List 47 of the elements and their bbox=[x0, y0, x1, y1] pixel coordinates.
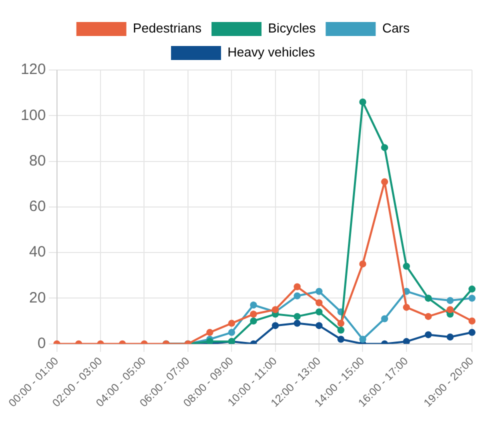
point bbox=[359, 260, 366, 268]
y-tick-label: 20 bbox=[29, 289, 46, 306]
point bbox=[250, 302, 257, 309]
point bbox=[316, 299, 323, 306]
point bbox=[446, 296, 454, 304]
y-tick-label: 40 bbox=[29, 244, 46, 261]
point bbox=[446, 333, 454, 340]
point bbox=[228, 320, 236, 327]
point bbox=[206, 328, 214, 336]
y-tick-label: 0 bbox=[37, 334, 46, 352]
point bbox=[402, 262, 410, 270]
point bbox=[359, 336, 366, 343]
point bbox=[359, 98, 366, 106]
point bbox=[381, 315, 388, 322]
legend-label: Cars bbox=[382, 20, 410, 36]
point bbox=[316, 322, 323, 330]
point bbox=[424, 312, 432, 320]
point bbox=[272, 322, 279, 330]
point bbox=[250, 310, 257, 318]
y-tick-label: 60 bbox=[29, 198, 46, 216]
point bbox=[250, 318, 257, 325]
y-tick-label: 120 bbox=[20, 61, 46, 78]
point bbox=[468, 294, 476, 302]
point bbox=[294, 320, 301, 327]
point bbox=[468, 318, 476, 325]
point bbox=[294, 292, 301, 300]
point bbox=[468, 328, 476, 336]
point bbox=[424, 331, 432, 338]
point bbox=[381, 144, 388, 152]
point bbox=[316, 308, 323, 316]
legend-label: Bicycles bbox=[268, 20, 316, 36]
point bbox=[337, 326, 344, 334]
y-tick-label: 100 bbox=[20, 106, 46, 124]
point bbox=[337, 320, 344, 327]
point bbox=[446, 306, 454, 314]
point bbox=[468, 286, 476, 293]
y-tick-label: 80 bbox=[29, 152, 46, 170]
point bbox=[228, 328, 236, 336]
legend-label: Pedestrians bbox=[132, 20, 202, 36]
point bbox=[294, 283, 301, 290]
point bbox=[294, 312, 301, 320]
point bbox=[316, 288, 323, 295]
point bbox=[402, 304, 410, 311]
legend-label: Heavy vehicles bbox=[228, 44, 316, 60]
point bbox=[402, 338, 410, 344]
point bbox=[337, 336, 344, 343]
point bbox=[381, 178, 388, 186]
